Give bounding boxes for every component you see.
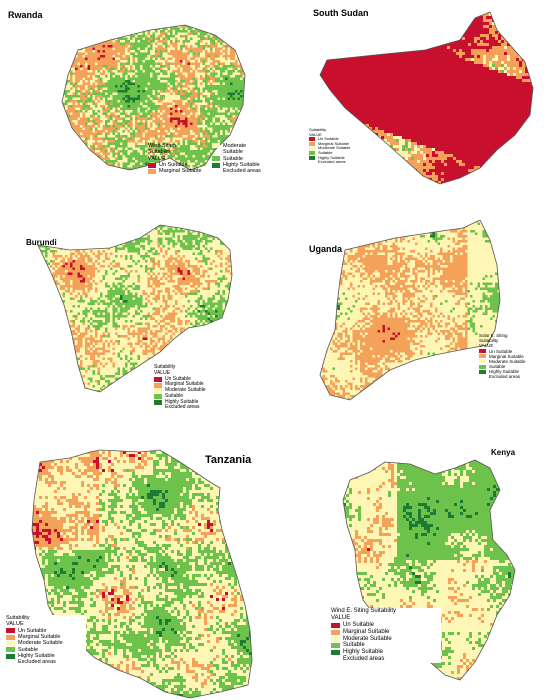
map-panel-uganda: Uganda Solar E. Siting Suitability VALUE… [275,220,550,430]
map-panel-kenya: Kenya Wind E. Siting Suitability VALUE U… [275,430,550,700]
border-kenya [342,459,516,681]
legend-heading: Suitability [154,364,254,371]
legend-rwanda: Wind Siting Suitability VALUE Un Suitabl… [148,143,270,175]
swatch-highly [212,162,220,168]
swatch-moderate [212,143,220,148]
legend-tanzania: Suitability VALUE Un Suitable Marginal S… [6,615,86,666]
legend-heading: Wind Siting [148,143,210,149]
legend-item-un-suitable: Un Suitable [6,628,86,634]
map-title-rwanda: Rwanda [8,10,43,20]
legend-item-excluded: Excluded areas [331,656,441,663]
legend-item-suitable: Suitable [212,156,270,162]
legend-item-moderate: Moderate Suitable [331,636,441,643]
legend-south-sudan: Suitability VALUE Un Suitable Marginal S… [309,127,379,165]
legend-item-excluded: Excluded areas [212,168,270,174]
legend-uganda: Solar E. Siting Suitability VALUE Un Sui… [479,333,549,380]
map-title-south-sudan: South Sudan [313,8,369,18]
legend-heading: Suitability [148,149,210,155]
legend-item-highly: Highly Suitable [331,649,441,656]
legend-item-moderate: Moderate Suitable [309,146,379,151]
legend-item-moderate: Moderate Suitable [154,387,254,394]
map-rwanda [61,24,246,171]
legend-item-un-suitable: Un Suitable [479,349,549,354]
legend-item-highly: Highly Suitable [479,369,549,374]
legend-item-highly: Highly Suitable [6,653,86,659]
legend-item-un-suitable: Un Suitable [309,137,379,142]
map-panel-burundi: Burundi Suitability VALUE Un Suitable Ma… [0,220,275,430]
swatch-un-suitable [148,162,156,168]
legend-item-moderate: Moderate Suitable [479,359,549,364]
legend-heading: Solar E. Siting [479,333,549,338]
border-rwanda [61,24,246,171]
legend-item-highly: Highly Suitable [309,155,379,161]
swatch-marginal [148,168,156,174]
legend-item-suitable: Suitable [331,642,441,649]
legend-burundi: Suitability VALUE Un Suitable Marginal S… [154,364,254,411]
legend-item-marginal: Marginal Suitable [154,381,254,388]
legend-item-highly: Highly Suitable [212,162,270,168]
legend-item-un-suitable: Un Suitable [331,622,441,629]
legend-item-excluded: Excluded areas [6,659,86,665]
border-burundi [37,224,233,393]
border-south-sudan [319,11,534,185]
legend-item-moderate: Moderate Suitable [212,143,270,156]
map-uganda [319,220,501,401]
legend-item-suitable: Suitable [479,364,549,369]
legend-heading: VALUE [6,621,86,627]
map-title-kenya: Kenya [491,448,515,457]
legend-item-marginal: Marginal Suitable [148,168,210,174]
legend-heading: VALUE [331,615,441,622]
legend-item-moderate: Moderate Suitable [6,640,86,646]
map-south-sudan [319,11,534,185]
legend-heading: VALUE [154,370,254,377]
map-burundi [37,224,233,393]
legend-heading: VALUE [309,132,379,138]
legend-item-marginal: Marginal Suitable [479,354,549,359]
legend-heading: Wind E. Siting Suitability [331,608,441,615]
legend-item-suitable: Suitable [6,647,86,653]
map-tanzania [31,449,253,699]
legend-item-suitable: Suitable [154,393,254,400]
legend-item-excluded: Excluded areas [309,160,379,165]
legend-heading: Suitability [6,615,86,621]
map-panel-south-sudan: South Sudan Suitability VALUE Un Suitabl… [275,0,550,220]
legend-heading: Suitability [479,338,549,343]
legend-item-excluded: Excluded areas [479,374,549,379]
legend-kenya: Wind E. Siting Suitability VALUE Un Suit… [331,608,441,664]
legend-item-un-suitable: Un Suitable [154,376,254,383]
legend-item-excluded: Excluded areas [154,404,254,411]
legend-item-marginal: Marginal Suitable [6,634,86,640]
map-panel-rwanda: Rwanda Wind Siting Suitability VALUE Un … [0,0,275,220]
legend-heading: VALUE [479,343,549,348]
map-title-burundi: Burundi [26,238,57,247]
legend-item-un-suitable: Un Suitable [148,162,210,168]
map-title-uganda: Uganda [309,244,342,254]
legend-item-marginal: Marginal Suitable [309,141,379,147]
swatch-suitable [212,156,220,162]
legend-item-marginal: Marginal Suitable [331,629,441,636]
legend-heading: Suitability [309,127,379,133]
legend-item-suitable: Suitable [309,150,379,156]
map-kenya [342,459,516,681]
border-tanzania [31,449,253,699]
legend-heading: VALUE [148,156,210,162]
legend-item-highly: Highly Suitable [154,399,254,406]
map-title-tanzania: Tanzania [205,454,251,466]
map-panel-tanzania: Tanzania Suitability VALUE Un Suitable M… [0,430,275,700]
border-uganda [319,220,501,401]
